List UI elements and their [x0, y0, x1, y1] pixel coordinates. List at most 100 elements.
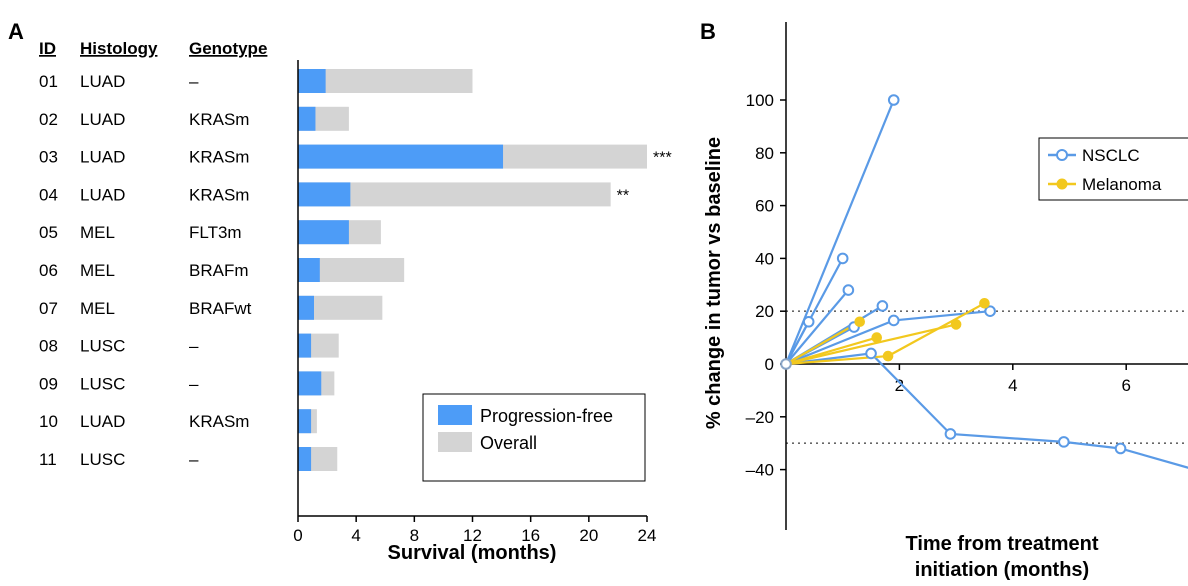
legend-b-box — [1038, 137, 1188, 201]
x-axis-title-b-line1: Time from treatment — [905, 533, 1098, 555]
panel-a-label: A — [8, 19, 24, 44]
y-tick-label: –20 — [746, 408, 774, 427]
row-id: 05 — [39, 223, 58, 242]
row-id: 06 — [39, 261, 58, 280]
row-id: 07 — [39, 299, 58, 318]
series-line-nsclc — [785, 321, 810, 365]
legend-b: NSCLC Melanoma — [1038, 137, 1188, 201]
x-tick-label: 12 — [463, 526, 482, 545]
x-tick-label: 8 — [410, 526, 419, 545]
row-genotype: KRASm — [189, 185, 249, 204]
row-histology: LUSC — [80, 337, 125, 356]
row-histology: LUAD — [80, 185, 125, 204]
reference-lines — [786, 310, 1188, 445]
row-id: 03 — [39, 148, 58, 167]
legend-label-progression-free: Progression-free — [480, 406, 613, 426]
x-tick-label: 20 — [579, 526, 598, 545]
data-point-melanoma — [854, 316, 866, 328]
data-point-nsclc — [1058, 436, 1070, 448]
y-tick-label: 0 — [765, 355, 774, 374]
row-genotype: KRASm — [189, 412, 249, 431]
bar-progression-free — [298, 371, 322, 396]
row-histology: LUAD — [80, 148, 125, 167]
data-point-nsclc — [842, 284, 855, 296]
legend-swatch-progression-free — [438, 405, 472, 425]
row-histology: LUAD — [80, 110, 125, 129]
panel-b: B % change in tumor vs baseline –40 –20 0 2… — [700, 19, 1188, 581]
bar-progression-free — [298, 106, 316, 131]
bar-progression-free — [298, 447, 312, 471]
legend-marker-nsclc — [1056, 149, 1068, 161]
bar-progression-free — [298, 144, 504, 169]
legend-swatch-overall — [438, 432, 472, 452]
data-point-nsclc — [836, 252, 849, 265]
header-genotype: Genotype — [189, 39, 267, 58]
legend-marker-melanoma — [1056, 178, 1068, 190]
patient-table: 01 LUAD – 02 LUAD KRASm 03 LUAD KRASm 04 LUAD KRASm… — [39, 72, 252, 469]
bar-progression-free — [298, 220, 349, 245]
row-id: 11 — [39, 450, 57, 469]
data-point-nsclc — [802, 315, 815, 328]
row-genotype: KRASm — [189, 110, 249, 129]
row-genotype: BRAFwt — [189, 299, 252, 318]
row-genotype: BRAFm — [189, 261, 249, 280]
series-line-nsclc — [785, 289, 850, 365]
panel-b-label: B — [700, 19, 716, 44]
data-point-nsclc — [887, 314, 900, 327]
row-id: 01 — [39, 72, 58, 91]
x-tick-label: 4 — [351, 526, 360, 545]
bar-progression-free — [298, 69, 326, 93]
row-histology: LUAD — [80, 72, 125, 91]
series-line-melanoma — [785, 323, 957, 366]
series-line-nsclc — [784, 99, 895, 365]
y-tick-label: 40 — [755, 249, 774, 268]
data-point-nsclc — [984, 305, 996, 318]
row-genotype: KRASm — [189, 148, 249, 167]
row-genotype: – — [189, 337, 199, 356]
row-id: 10 — [39, 412, 58, 431]
series-line-melanoma — [785, 336, 878, 366]
data-point-nsclc — [876, 300, 889, 312]
x-ticks-b: 2468101214 — [895, 364, 1131, 395]
row-genotype: – — [189, 72, 199, 91]
x-tick-label: 16 — [521, 526, 540, 545]
row-histology: MEL — [80, 299, 115, 318]
bar-progression-free — [298, 409, 312, 434]
legend-a: Progression-free Overall — [422, 393, 646, 482]
data-point-nsclc — [887, 94, 900, 106]
data-point-melanoma — [882, 350, 894, 362]
data-point-melanoma — [871, 332, 883, 343]
survival-bars — [298, 69, 647, 471]
bar-progression-free — [298, 182, 351, 207]
data-point-melanoma — [950, 319, 962, 330]
x-tick-label: 4 — [1008, 376, 1017, 395]
data-point-nsclc — [865, 347, 877, 360]
data-point-origin — [780, 358, 792, 370]
row-id: 08 — [39, 337, 58, 356]
x-tick-label: 2 — [895, 376, 904, 395]
legend-label-overall: Overall — [480, 433, 537, 453]
y-tick-label: 60 — [755, 197, 774, 216]
x-axis-title-a: Survival (months) — [388, 542, 557, 564]
tumor-change-lines — [780, 94, 1188, 469]
bar-progression-free — [298, 333, 312, 358]
x-axis-title-b-line2: initiation (months) — [915, 559, 1089, 581]
significance-marker: *** — [653, 150, 672, 167]
y-ticks-b: –40 –20 0 20 40 60 80 100 — [746, 91, 786, 480]
y-axis-title-b: % change in tumor vs baseline — [703, 137, 725, 429]
panel-a: A ID Histology Genotype 01 LUAD – 02 LUAD KRA… — [8, 19, 672, 564]
row-histology: LUSC — [80, 374, 125, 393]
legend-label-melanoma: Melanoma — [1082, 175, 1162, 194]
row-id: 02 — [39, 110, 58, 129]
data-point-melanoma — [979, 297, 990, 309]
y-tick-label: 20 — [755, 302, 774, 321]
row-histology: LUSC — [80, 450, 125, 469]
row-genotype: – — [189, 450, 199, 469]
header-histology: Histology — [80, 39, 158, 58]
row-id: 04 — [39, 185, 58, 204]
x-tick-label: 6 — [1121, 376, 1130, 395]
row-histology: MEL — [80, 223, 115, 242]
y-tick-label: 100 — [746, 91, 774, 110]
bar-progression-free — [298, 258, 320, 282]
